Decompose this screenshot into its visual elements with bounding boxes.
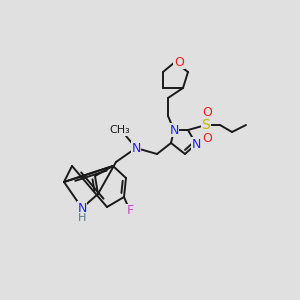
Text: O: O (202, 106, 212, 118)
Text: CH₃: CH₃ (110, 125, 130, 135)
Text: S: S (202, 118, 210, 132)
Text: O: O (202, 131, 212, 145)
Text: O: O (174, 56, 184, 68)
Text: N: N (191, 137, 201, 151)
Text: H: H (78, 213, 86, 223)
Text: N: N (131, 142, 141, 154)
Text: F: F (126, 205, 134, 218)
Text: N: N (169, 124, 179, 136)
Text: N: N (77, 202, 87, 214)
